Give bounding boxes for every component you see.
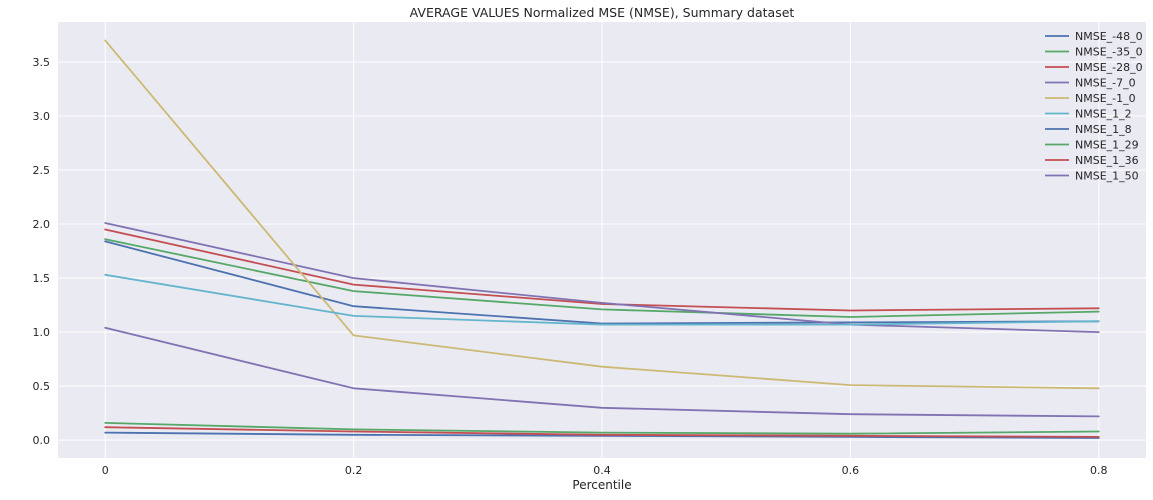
legend-label: NMSE_1_8 bbox=[1075, 123, 1132, 136]
legend-label: NMSE_-7_0 bbox=[1075, 77, 1136, 90]
x-tick-label: 0.8 bbox=[1090, 464, 1108, 477]
x-axis-ticks: 0 0.2 0.4 0.6 0.8 bbox=[102, 464, 1108, 477]
series-line bbox=[104, 240, 1100, 325]
series-line bbox=[104, 238, 1100, 318]
series-line bbox=[104, 426, 1100, 438]
y-tick-label: 2.0 bbox=[33, 218, 51, 231]
legend-label: NMSE_-48_0 bbox=[1075, 30, 1143, 43]
legend-entry: NMSE_1_50 bbox=[1045, 170, 1139, 183]
series-line bbox=[104, 431, 1100, 439]
legend: NMSE_-48_0 NMSE_-35_0 NMSE_-28_0 NMSE_-7_0 N… bbox=[1045, 30, 1143, 183]
legend-entry: NMSE_-35_0 bbox=[1045, 46, 1143, 59]
series-line bbox=[104, 222, 1100, 334]
x-tick-label: 0.2 bbox=[345, 464, 363, 477]
legend-entry: NMSE_-7_0 bbox=[1045, 77, 1136, 90]
legend-entry: NMSE_-28_0 bbox=[1045, 61, 1143, 74]
legend-entry: NMSE_1_36 bbox=[1045, 154, 1139, 167]
legend-label: NMSE_-35_0 bbox=[1075, 46, 1143, 59]
y-tick-label: 2.5 bbox=[33, 164, 51, 177]
x-tick-label: 0 bbox=[102, 464, 109, 477]
legend-entry: NMSE_-48_0 bbox=[1045, 30, 1143, 43]
legend-label: NMSE_1_2 bbox=[1075, 108, 1132, 121]
legend-label: NMSE_-1_0 bbox=[1075, 92, 1136, 105]
series-line bbox=[104, 273, 1100, 326]
series-lines bbox=[104, 39, 1100, 439]
legend-label: NMSE_1_29 bbox=[1075, 139, 1139, 152]
chart-title: AVERAGE VALUES Normalized MSE (NMSE), Su… bbox=[410, 5, 795, 20]
legend-entry: NMSE_1_8 bbox=[1045, 123, 1132, 136]
series-line bbox=[104, 39, 1100, 390]
legend-entry: NMSE_-1_0 bbox=[1045, 92, 1136, 105]
y-tick-label: 3.5 bbox=[33, 56, 51, 69]
legend-label: NMSE_1_50 bbox=[1075, 170, 1139, 183]
legend-entry: NMSE_1_29 bbox=[1045, 139, 1139, 152]
legend-entry: NMSE_1_2 bbox=[1045, 108, 1132, 121]
legend-label: NMSE_-28_0 bbox=[1075, 61, 1143, 74]
series-line bbox=[104, 326, 1100, 418]
y-tick-label: 1.0 bbox=[33, 326, 51, 339]
series-line bbox=[104, 228, 1100, 312]
series-line bbox=[104, 421, 1100, 435]
y-tick-label: 0.5 bbox=[33, 380, 51, 393]
y-axis-ticks: 0.0 0.5 1.0 1.5 2.0 2.5 3.0 3.5 bbox=[33, 56, 51, 447]
y-tick-label: 1.5 bbox=[33, 272, 51, 285]
legend-label: NMSE_1_36 bbox=[1075, 154, 1139, 167]
y-tick-label: 3.0 bbox=[33, 110, 51, 123]
x-tick-label: 0.6 bbox=[842, 464, 860, 477]
x-tick-label: 0.4 bbox=[593, 464, 611, 477]
y-tick-label: 0.0 bbox=[33, 434, 51, 447]
x-axis-label: Percentile bbox=[572, 478, 631, 492]
